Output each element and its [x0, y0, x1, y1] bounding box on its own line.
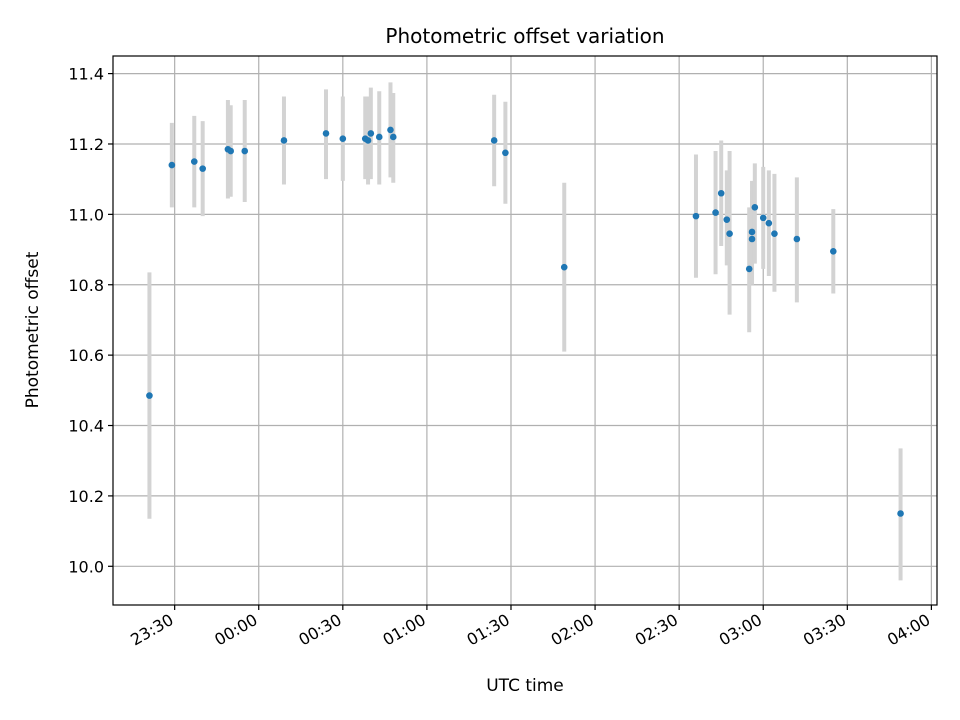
- data-point: [502, 149, 509, 157]
- data-point: [723, 216, 731, 223]
- data-point: [322, 130, 330, 137]
- data-point: [717, 189, 725, 197]
- y-tick-label: 10.2: [68, 487, 104, 506]
- grid: [113, 56, 937, 605]
- data-point: [745, 265, 753, 273]
- data-point: [560, 263, 568, 271]
- data-point: [897, 510, 904, 517]
- data-point: [389, 133, 397, 141]
- y-axis-title: Photometric offset: [23, 251, 43, 408]
- data-point: [726, 230, 733, 238]
- data-point: [339, 135, 347, 143]
- data-point: [712, 209, 719, 216]
- y-tick-label: 10.8: [68, 276, 104, 295]
- chart-title: Photometric offset variation: [385, 24, 664, 48]
- y-tick-label: 10.0: [68, 557, 104, 576]
- data-point: [367, 130, 375, 137]
- data-point: [280, 137, 288, 144]
- data-point: [829, 248, 837, 255]
- y-tick-label: 11.4: [68, 65, 104, 84]
- data-point: [168, 161, 176, 169]
- data-point: [793, 235, 801, 243]
- y-tick-label: 11.0: [68, 205, 104, 224]
- data-point: [227, 147, 235, 155]
- y-tick-label: 11.2: [68, 135, 104, 154]
- data-point: [364, 137, 372, 144]
- data-point: [490, 137, 498, 144]
- data-point: [375, 133, 383, 141]
- data-point: [748, 235, 756, 243]
- data-point: [751, 204, 759, 211]
- data-point: [692, 212, 700, 220]
- data-points: [146, 126, 904, 517]
- data-point: [748, 228, 756, 236]
- data-point: [771, 230, 778, 238]
- data-point: [199, 165, 206, 172]
- y-tick-label: 10.4: [68, 417, 104, 436]
- plot-frame: [112, 55, 938, 606]
- data-point: [759, 214, 767, 222]
- x-axis-title: UTC time: [486, 676, 564, 696]
- data-point: [146, 392, 153, 399]
- data-point: [387, 126, 394, 134]
- data-point: [190, 158, 198, 165]
- data-point: [241, 147, 249, 155]
- y-axis: 10.0 10.2 10.4 10.6 10.8 11.0 11.2 11.4: [68, 65, 113, 576]
- data-point: [765, 219, 773, 227]
- y-tick-label: 10.6: [68, 346, 104, 365]
